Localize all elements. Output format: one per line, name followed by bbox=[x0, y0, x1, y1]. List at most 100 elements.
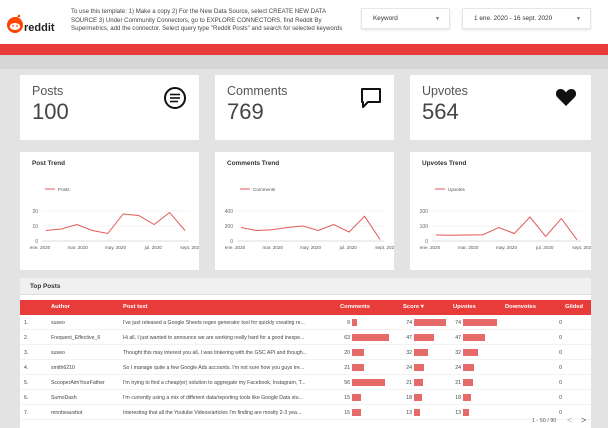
series-line bbox=[435, 216, 578, 241]
kpi-label: Posts bbox=[32, 84, 64, 98]
score-bar bbox=[414, 319, 446, 326]
y-tick-label: 200 bbox=[225, 224, 234, 230]
comments-cell: 9 bbox=[347, 320, 350, 326]
x-tick-label: ene. 2020 bbox=[225, 245, 246, 250]
upvotes-bar bbox=[463, 319, 497, 326]
column-header-author[interactable]: Author bbox=[51, 304, 70, 310]
chevron-down-icon: ▼ bbox=[576, 16, 581, 22]
comments-cell: 63 bbox=[344, 335, 350, 341]
author-cell: Frequent_Effective_6 bbox=[51, 335, 101, 341]
legend-label: Comments bbox=[253, 187, 276, 192]
score-cell: 21 bbox=[406, 380, 412, 386]
next-page-button[interactable]: > bbox=[581, 415, 587, 425]
reddit-logo-text: reddit bbox=[24, 22, 55, 34]
score-bar bbox=[414, 349, 428, 356]
row-number: 1. bbox=[24, 320, 29, 326]
upvotes-bar bbox=[463, 334, 485, 341]
upvotes-cell: 47 bbox=[455, 335, 461, 341]
table-row[interactable]: 1. suseo I've just released a Google Sheet… bbox=[20, 315, 591, 330]
row-number: 6. bbox=[24, 395, 29, 401]
y-tick-label: 0 bbox=[425, 239, 428, 245]
column-header-gilded[interactable]: Gilded bbox=[565, 304, 584, 310]
series-line bbox=[240, 215, 381, 240]
pagination: 1 - 50 / 90 < > bbox=[20, 415, 591, 427]
y-tick-label: 10 bbox=[32, 224, 38, 230]
table-row[interactable]: 7. mnnbeauvbot Interesting that all the Yo… bbox=[20, 405, 591, 420]
comments-cell: 21 bbox=[344, 365, 350, 371]
legend-label: Upvotes bbox=[448, 187, 466, 192]
score-bar bbox=[414, 364, 425, 371]
keyword-filter[interactable]: Keyword ▼ bbox=[361, 8, 450, 29]
score-cell: 18 bbox=[406, 395, 412, 401]
column-header-comments[interactable]: Comments bbox=[340, 304, 370, 310]
x-tick-label: mar. 2020 bbox=[68, 245, 89, 250]
date-range-picker[interactable]: 1 ene. 2020 - 16 sept. 2020 ▼ bbox=[462, 8, 591, 29]
column-header-post-text[interactable]: Post text bbox=[123, 304, 148, 310]
upvotes-bar bbox=[463, 409, 469, 416]
comments-bar bbox=[352, 409, 361, 416]
post-text-cell: So I manage quite a few Google Ads accou… bbox=[123, 365, 305, 371]
x-tick-label: sept. 2020 bbox=[572, 245, 591, 250]
downvotes-cell: 0 bbox=[559, 395, 562, 401]
section-title: Top Posts bbox=[30, 283, 61, 290]
chevron-down-icon: ▼ bbox=[435, 16, 440, 22]
chart-title: Post Trend bbox=[32, 160, 66, 167]
upvotes-cell: 32 bbox=[455, 350, 461, 356]
x-tick-label: sept. 2020 bbox=[180, 245, 199, 250]
upvotes-bar bbox=[463, 394, 472, 401]
table-row[interactable]: 3. suseo Thought this may interest you all… bbox=[20, 345, 591, 360]
template-instructions: To use this template: 1) Make a copy 2) … bbox=[71, 8, 343, 33]
speech-bubble-icon bbox=[361, 88, 381, 108]
comments-cell: 20 bbox=[344, 350, 350, 356]
comments-bar bbox=[352, 379, 385, 386]
x-tick-label: may. 2020 bbox=[300, 245, 322, 250]
post-text-cell: I'm trying to find a cheap(er) solution … bbox=[123, 380, 306, 386]
chart-title: Comments Trend bbox=[227, 160, 280, 167]
kpi-card-upvotes: Upvotes 564 bbox=[410, 75, 591, 140]
comments-bar bbox=[352, 349, 364, 356]
upvotes-cell: 13 bbox=[455, 410, 461, 416]
table-row[interactable]: 6. SumoDash I'm currently using a mix of d… bbox=[20, 390, 591, 405]
author-cell: SumoDash bbox=[51, 395, 77, 401]
x-tick-label: mar. 2020 bbox=[458, 245, 479, 250]
table-row[interactable]: 2. Frequent_Effective_6 Hi all, I just wan… bbox=[20, 330, 591, 345]
column-header-upvotes[interactable]: Upvotes bbox=[453, 304, 476, 310]
post-text-cell: Interesting that all the Youtube Videos/… bbox=[123, 410, 302, 416]
divider-band bbox=[0, 55, 608, 69]
x-tick-label: ene. 2020 bbox=[30, 245, 51, 250]
x-tick-label: jul. 2020 bbox=[535, 245, 554, 250]
upvotes-cell: 24 bbox=[455, 365, 461, 371]
series-line bbox=[45, 211, 186, 235]
y-tick-label: 400 bbox=[225, 209, 234, 215]
y-tick-label: 100 bbox=[420, 224, 429, 230]
table-row[interactable]: 4. smith6210 So I manage quite a few Googl… bbox=[20, 360, 591, 375]
downvotes-cell: 0 bbox=[559, 410, 562, 416]
downvotes-cell: 0 bbox=[559, 320, 562, 326]
legend-label: Posts bbox=[58, 187, 70, 192]
top-posts-table: Author Post text Comments Score ▾ Upvote… bbox=[20, 295, 591, 428]
comments-bar bbox=[352, 334, 389, 341]
kpi-value: 769 bbox=[227, 99, 264, 124]
y-tick-label: 20 bbox=[32, 209, 38, 215]
header: reddit To use this template: 1) Make a c… bbox=[0, 0, 608, 44]
top-posts-header: Top Posts bbox=[20, 278, 591, 295]
x-tick-label: may. 2020 bbox=[496, 245, 518, 250]
upvotes-bar bbox=[463, 364, 474, 371]
row-number: 5. bbox=[24, 380, 29, 386]
post-text-cell: I'm currently using a mix of different d… bbox=[123, 395, 303, 401]
pagination-range: 1 - 50 / 90 bbox=[532, 418, 557, 424]
comments-cell: 56 bbox=[344, 380, 350, 386]
previous-page-button[interactable]: < bbox=[567, 415, 573, 425]
comments-bar bbox=[352, 364, 365, 371]
table-row[interactable]: 5. ScooperAimYourFather I'm trying to find… bbox=[20, 375, 591, 390]
x-tick-label: ene. 2020 bbox=[420, 245, 441, 250]
row-number: 7. bbox=[24, 410, 29, 416]
upvotes-cell: 18 bbox=[455, 395, 461, 401]
chart-card-upvotes: Upvotes Trend Upvotes 200 100 0 ene. 2020 mar… bbox=[410, 152, 591, 270]
column-header-score[interactable]: Score ▾ bbox=[403, 304, 424, 310]
comments-cell: 15 bbox=[344, 410, 350, 416]
downvotes-cell: 0 bbox=[559, 365, 562, 371]
column-header-downvotes[interactable]: Downvotes bbox=[505, 304, 536, 310]
